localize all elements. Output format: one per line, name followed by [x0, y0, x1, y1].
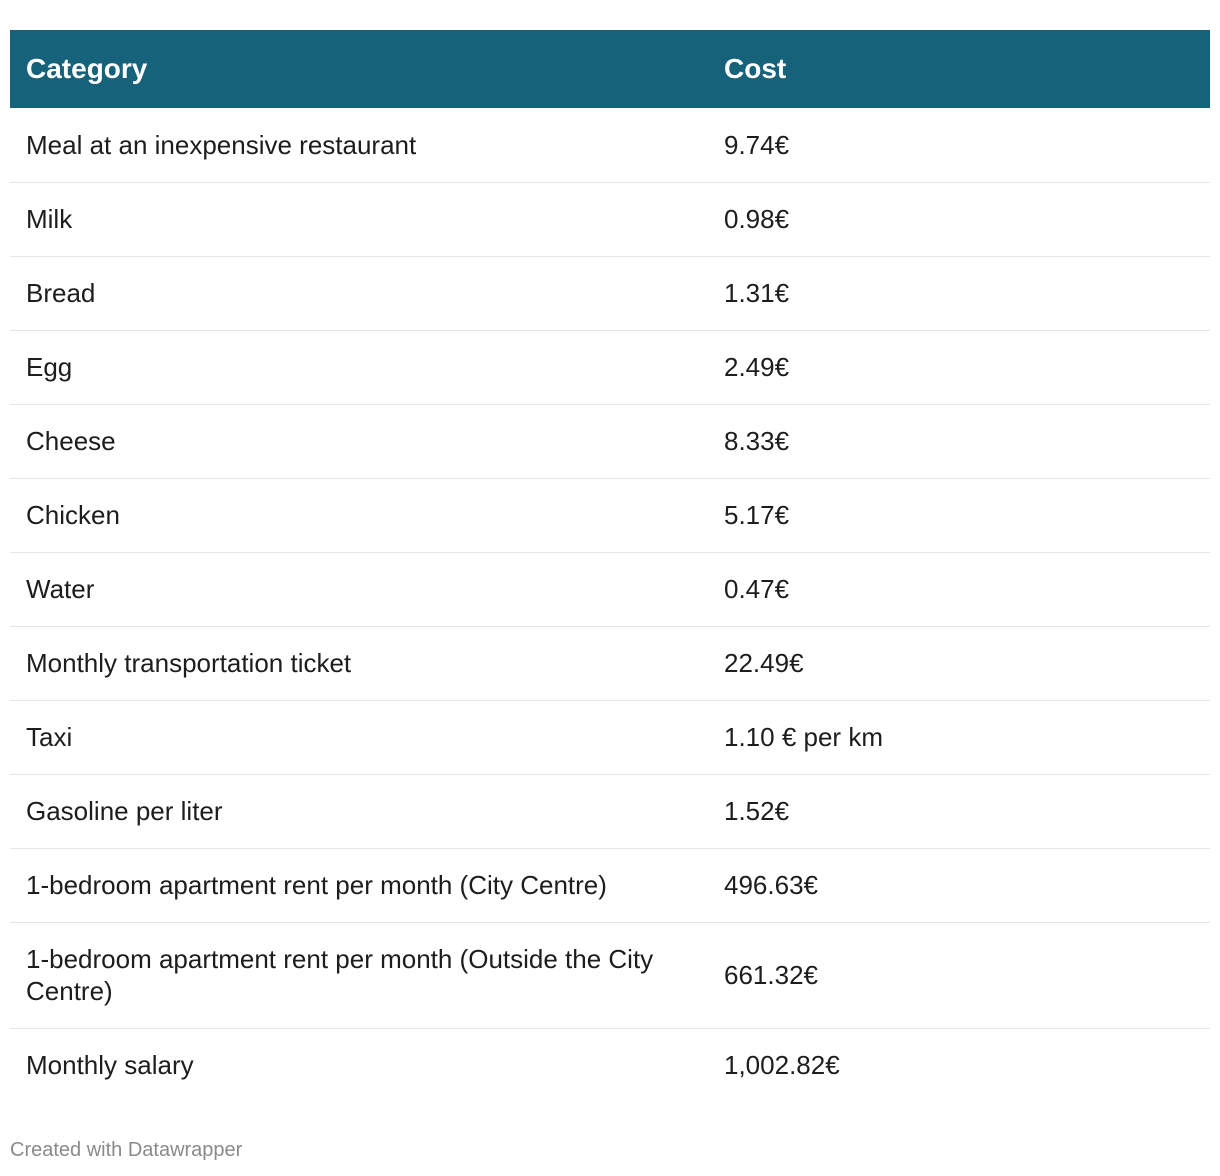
table-row: Chicken 5.17€ [10, 478, 1210, 553]
cost-cell: 9.74€ [708, 108, 1210, 183]
table-row: 1-bedroom apartment rent per month (Outs… [10, 922, 1210, 1029]
table-row: Cheese 8.33€ [10, 404, 1210, 479]
category-cell: Milk [10, 182, 708, 257]
cost-cell: 0.98€ [708, 182, 1210, 257]
category-cell: Monthly transportation ticket [10, 626, 708, 701]
category-cell: Gasoline per liter [10, 774, 708, 849]
table-row: Milk 0.98€ [10, 182, 1210, 257]
cost-table-container: Category Cost Meal at an inexpensive res… [10, 30, 1210, 1102]
cost-cell: 1.52€ [708, 774, 1210, 849]
category-cell: Water [10, 552, 708, 627]
table-row: Meal at an inexpensive restaurant 9.74€ [10, 108, 1210, 183]
table-body: Meal at an inexpensive restaurant 9.74€ … [10, 108, 1210, 1102]
header-row: Category Cost [10, 30, 1210, 108]
cost-cell: 1.31€ [708, 256, 1210, 331]
category-cell: Cheese [10, 404, 708, 479]
table-row: Monthly salary 1,002.82€ [10, 1028, 1210, 1102]
cost-cell: 0.47€ [708, 552, 1210, 627]
category-cell: 1-bedroom apartment rent per month (Outs… [10, 922, 708, 1029]
table-row: Egg 2.49€ [10, 330, 1210, 405]
table-header: Category Cost [10, 30, 1210, 108]
cost-cell: 661.32€ [708, 922, 1210, 1029]
table-row: Gasoline per liter 1.52€ [10, 774, 1210, 849]
category-cell: 1-bedroom apartment rent per month (City… [10, 848, 708, 923]
category-cell: Egg [10, 330, 708, 405]
category-cell: Monthly salary [26, 1050, 194, 1081]
table-row: Taxi 1.10 € per km [10, 700, 1210, 775]
category-text: 1-bedroom apartment rent per month (Outs… [26, 944, 654, 1006]
category-cell: Bread [10, 256, 708, 331]
cost-cell: 2.49€ [708, 330, 1210, 405]
column-header-category[interactable]: Category [10, 30, 708, 108]
category-cell: Chicken [10, 478, 708, 553]
cost-cell: 496.63€ [708, 848, 1210, 923]
cost-cell: 1.10 € per km [708, 700, 1210, 775]
table-row: 1-bedroom apartment rent per month (City… [10, 848, 1210, 923]
column-header-cost[interactable]: Cost [708, 30, 1210, 108]
cost-cell: 1,002.82€ [724, 1050, 840, 1081]
datawrapper-credit[interactable]: Created with Datawrapper [10, 1139, 243, 1161]
cost-table: Category Cost Meal at an inexpensive res… [10, 30, 1210, 1102]
table-row: Water 0.47€ [10, 552, 1210, 627]
category-cell: Taxi [10, 700, 708, 775]
table-row: Bread 1.31€ [10, 256, 1210, 331]
table-row: Monthly transportation ticket 22.49€ [10, 626, 1210, 701]
cost-cell: 8.33€ [708, 404, 1210, 479]
category-cell: Meal at an inexpensive restaurant [10, 108, 708, 183]
cost-cell: 5.17€ [708, 478, 1210, 553]
cost-cell: 22.49€ [708, 626, 1210, 701]
